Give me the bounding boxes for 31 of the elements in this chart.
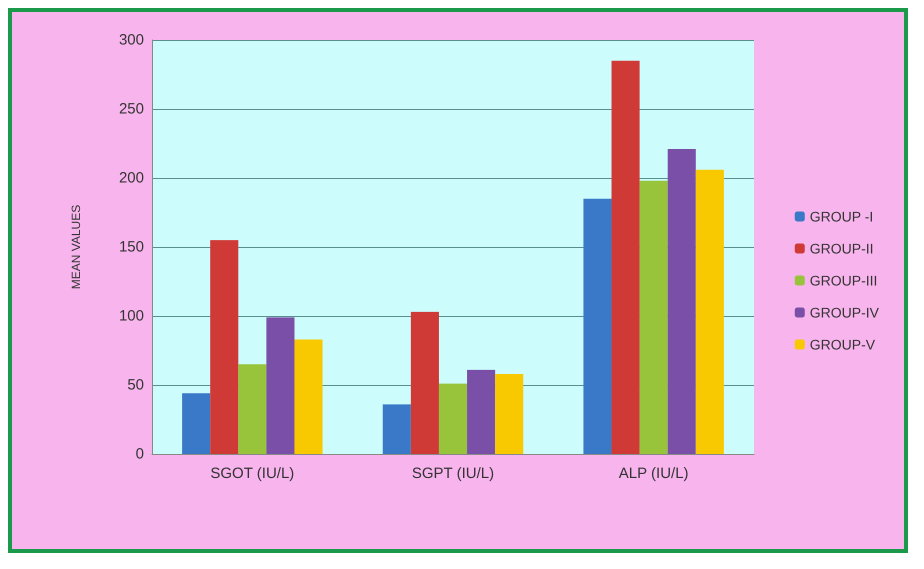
y-tick-label: 250: [118, 100, 144, 118]
bar: [467, 370, 496, 454]
bar: [182, 393, 210, 454]
bar: [668, 149, 696, 454]
bar: [495, 374, 524, 454]
bar: [696, 170, 724, 454]
legend-label: GROUP-V: [810, 336, 876, 352]
y-axis-title: MEAN VALUES: [69, 204, 83, 290]
y-tick-label: 300: [118, 32, 144, 48]
legend-label: GROUP-III: [810, 272, 878, 288]
y-tick-label: 150: [118, 238, 144, 256]
bar: [410, 312, 439, 454]
bar: [294, 339, 323, 454]
x-tick-label: SGPT (IU/L): [412, 465, 494, 482]
bar: [438, 384, 468, 454]
y-tick-label: 100: [118, 308, 144, 324]
y-tick-label: 0: [136, 446, 144, 462]
x-tick-label: ALP (IU/L): [618, 465, 689, 482]
y-tick-label: 50: [127, 376, 144, 394]
bar: [210, 240, 238, 454]
bar: [583, 198, 612, 454]
bar: [382, 404, 411, 454]
legend-label: GROUP-II: [810, 240, 874, 256]
legend-label: GROUP -I: [810, 208, 874, 224]
bar: [238, 364, 266, 454]
x-tick-label: SGOT (IU/L): [210, 465, 294, 482]
bar: [266, 317, 294, 454]
bar: [612, 60, 640, 454]
y-tick-label: 200: [118, 170, 144, 186]
bar: [640, 180, 668, 454]
legend-label: GROUP-IV: [810, 304, 880, 320]
